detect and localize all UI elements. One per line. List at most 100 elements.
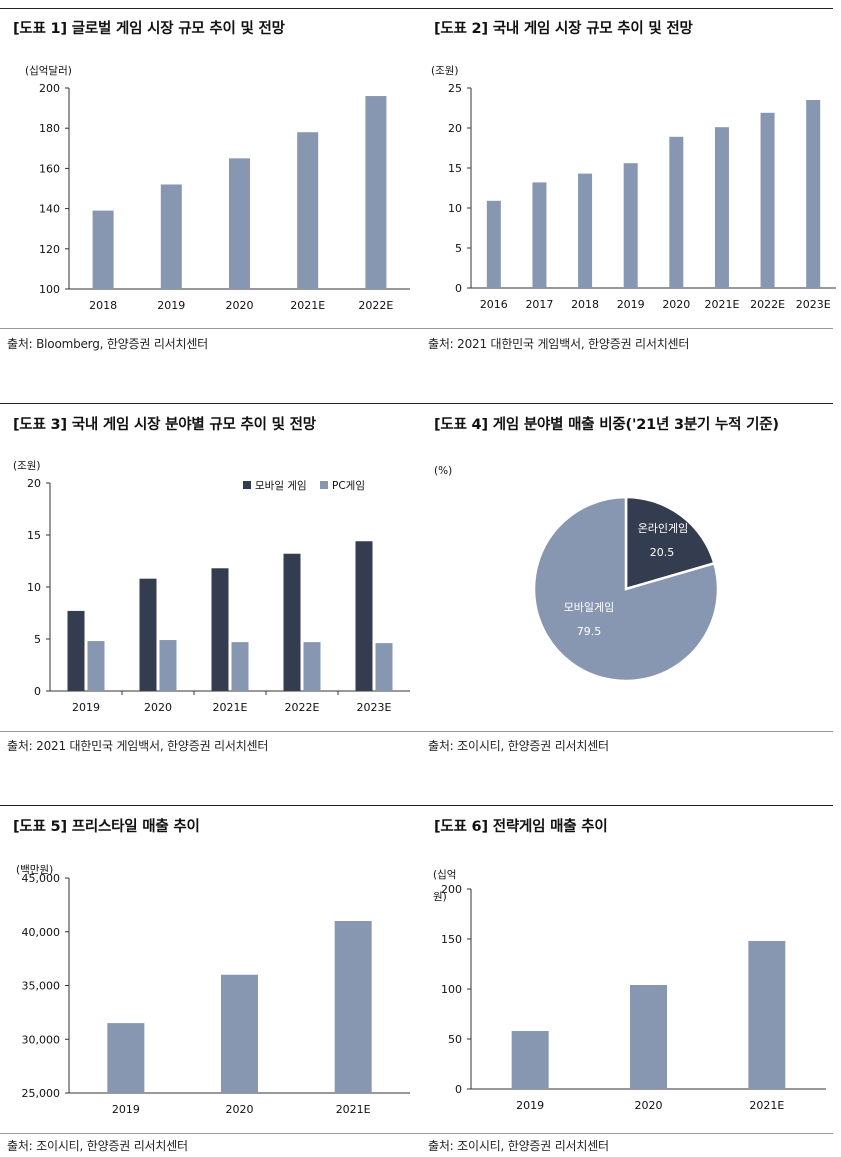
bar xyxy=(630,985,667,1089)
bar xyxy=(139,578,157,691)
chart-source: 출처: 조이시티, 한양증권 리서치센터 xyxy=(428,1139,609,1153)
legend-swatch xyxy=(320,481,328,489)
bar-chart-1: (십억달러) 100 120 140 160 180 200 2018 2019 2020 2021… xyxy=(25,65,410,312)
pie-slice xyxy=(532,495,720,683)
bar xyxy=(760,112,775,288)
pie-value-label: 79.5 xyxy=(577,625,602,638)
x-tick-label: 2022E xyxy=(750,298,785,311)
y-tick-label: 150 xyxy=(441,933,462,946)
chart-title: [도표 3] 국내 게임 시장 분야별 규모 추이 및 전망 xyxy=(13,417,316,433)
y-tick-label: 25 xyxy=(448,82,462,95)
y-tick-label: 5 xyxy=(455,242,462,255)
bar xyxy=(159,640,177,691)
bar xyxy=(303,642,321,691)
y-tick-label: 200 xyxy=(39,82,60,95)
chart-source: 출처: 조이시티, 한양증권 리서치센터 xyxy=(428,739,609,753)
x-tick-label: 2016 xyxy=(480,298,508,311)
footer-rule-3 xyxy=(0,1133,833,1134)
x-tick-label: 2021E xyxy=(704,298,739,311)
legend-swatch xyxy=(243,481,251,489)
bar xyxy=(486,200,501,288)
x-tick-label: 2022E xyxy=(358,299,393,312)
legend-label: PC게임 xyxy=(332,479,365,492)
x-tick-label: 2021E xyxy=(290,299,325,312)
chart-source: 출처: Bloomberg, 한양증권 리서치센터 xyxy=(7,337,209,351)
y-tick-label: 30,000 xyxy=(22,1033,61,1046)
x-tick-label: 2021E xyxy=(336,1103,371,1116)
x-tick-label: 2019 xyxy=(112,1103,140,1116)
bar xyxy=(511,1031,549,1089)
chart-source: 출처: 2021 대한민국 게임백서, 한양증권 리서치센터 xyxy=(7,739,269,753)
chart-title: [도표 1] 글로벌 게임 시장 규모 추이 및 전망 xyxy=(13,21,285,37)
bar xyxy=(375,643,393,691)
x-tick-label: 2022E xyxy=(285,701,320,714)
axis-unit-label: (%) xyxy=(434,465,452,477)
x-tick-label: 2019 xyxy=(72,701,100,714)
bar xyxy=(365,96,387,289)
bar xyxy=(107,1023,145,1093)
y-tick-label: 45,000 xyxy=(22,872,61,885)
y-tick-label: 20 xyxy=(27,477,41,490)
pie-slice-label: 모바일게임 xyxy=(564,600,615,614)
y-tick-label: 10 xyxy=(448,202,462,215)
bar xyxy=(297,132,319,289)
y-tick-label: 15 xyxy=(448,162,462,175)
bar xyxy=(748,941,786,1089)
y-tick-label: 0 xyxy=(34,685,41,698)
chart-source: 출처: 조이시티, 한양증권 리서치센터 xyxy=(7,1139,188,1153)
bar xyxy=(92,210,114,289)
section-rule-2 xyxy=(0,403,833,404)
chart-title: [도표 2] 국내 게임 시장 규모 추이 및 전망 xyxy=(434,21,693,37)
y-tick-label: 0 xyxy=(455,282,462,295)
chart-title: [도표 6] 전략게임 매출 추이 xyxy=(434,819,608,835)
axis-unit-label: 원) xyxy=(433,891,447,903)
x-tick-label: 2020 xyxy=(226,299,254,312)
x-tick-label: 2023E xyxy=(796,298,831,311)
axis-unit-label: (십억달러) xyxy=(25,65,72,77)
bar xyxy=(623,163,638,288)
y-tick-label: 100 xyxy=(441,983,462,996)
bar xyxy=(806,100,821,288)
x-tick-label: 2018 xyxy=(89,299,117,312)
axis-unit-label: (십억 xyxy=(433,869,456,881)
x-tick-label: 2020 xyxy=(144,701,172,714)
x-tick-label: 2020 xyxy=(226,1103,254,1116)
pie-value-label: 20.5 xyxy=(650,546,675,559)
footer-rule-1 xyxy=(0,328,833,329)
x-tick-label: 2019 xyxy=(157,299,185,312)
bar xyxy=(211,568,229,691)
y-tick-label: 15 xyxy=(27,529,41,542)
bar xyxy=(669,136,684,288)
bar xyxy=(229,158,250,289)
bar xyxy=(578,173,593,288)
y-tick-label: 10 xyxy=(27,581,41,594)
y-tick-label: 200 xyxy=(441,883,462,896)
chart-source: 출처: 2021 대한민국 게임백서, 한양증권 리서치센터 xyxy=(428,337,690,351)
bar-chart-2: (조원) 0 5 10 15 20 25 2016 2017 2018 2019 2020 2021E 2… xyxy=(431,65,836,311)
y-tick-label: 100 xyxy=(39,283,60,296)
bar xyxy=(714,127,729,288)
bar xyxy=(160,184,182,289)
y-tick-label: 120 xyxy=(39,243,60,256)
x-tick-label: 2018 xyxy=(571,298,599,311)
y-tick-label: 40,000 xyxy=(22,926,61,939)
grouped-bar-chart-3: (조원) 0 5 10 15 20 2019 2020 2021E 2022E 2023E 모바일 게… xyxy=(13,460,410,714)
bar xyxy=(355,541,373,691)
chart-title: [도표 4] 게임 분야별 매출 비중('21년 3분기 누적 기준) xyxy=(434,417,779,433)
x-tick-label: 2019 xyxy=(617,298,645,311)
legend-label: 모바일 게임 xyxy=(255,479,307,492)
chart-title: [도표 5] 프리스타일 매출 추이 xyxy=(13,819,200,835)
pie-slice-label: 온라인게임 xyxy=(638,522,689,535)
axis-unit-label: (조원) xyxy=(13,460,41,472)
x-tick-label: 2019 xyxy=(516,1099,544,1112)
bar xyxy=(67,610,85,691)
pie-chart-4: (%) 온라인게임 20.5 모바일게임 79.5 xyxy=(434,465,720,683)
y-tick-label: 5 xyxy=(34,633,41,646)
bar xyxy=(87,641,105,691)
y-tick-label: 35,000 xyxy=(22,980,61,993)
y-tick-label: 25,000 xyxy=(22,1087,61,1100)
bar xyxy=(283,553,301,691)
bar xyxy=(231,642,249,691)
pie-slice xyxy=(624,495,716,591)
y-tick-label: 140 xyxy=(39,203,60,216)
